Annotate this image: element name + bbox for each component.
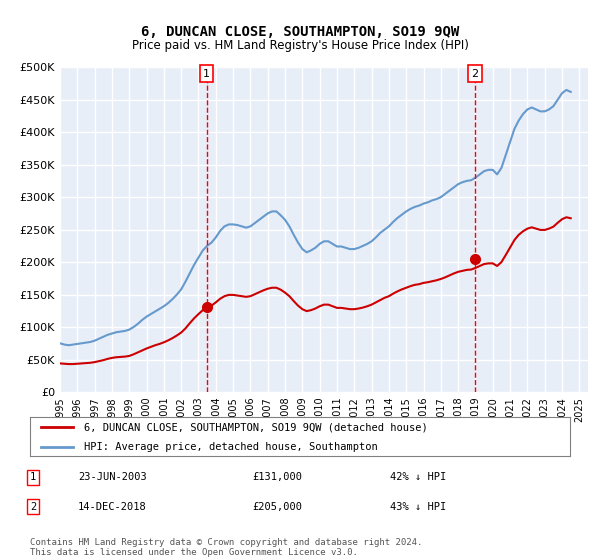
Text: 14-DEC-2018: 14-DEC-2018: [78, 502, 147, 512]
Text: 6, DUNCAN CLOSE, SOUTHAMPTON, SO19 9QW (detached house): 6, DUNCAN CLOSE, SOUTHAMPTON, SO19 9QW (…: [84, 422, 428, 432]
Text: 23-JUN-2003: 23-JUN-2003: [78, 472, 147, 482]
Text: 2: 2: [471, 69, 478, 79]
Text: Contains HM Land Registry data © Crown copyright and database right 2024.
This d: Contains HM Land Registry data © Crown c…: [30, 538, 422, 557]
Text: £205,000: £205,000: [252, 502, 302, 512]
Text: 1: 1: [203, 69, 210, 79]
Text: 6, DUNCAN CLOSE, SOUTHAMPTON, SO19 9QW: 6, DUNCAN CLOSE, SOUTHAMPTON, SO19 9QW: [141, 25, 459, 39]
Text: £131,000: £131,000: [252, 472, 302, 482]
Text: 42% ↓ HPI: 42% ↓ HPI: [390, 472, 446, 482]
Text: HPI: Average price, detached house, Southampton: HPI: Average price, detached house, Sout…: [84, 442, 378, 451]
Text: 1: 1: [30, 472, 36, 482]
Text: 2: 2: [30, 502, 36, 512]
Text: 43% ↓ HPI: 43% ↓ HPI: [390, 502, 446, 512]
Text: Price paid vs. HM Land Registry's House Price Index (HPI): Price paid vs. HM Land Registry's House …: [131, 39, 469, 52]
